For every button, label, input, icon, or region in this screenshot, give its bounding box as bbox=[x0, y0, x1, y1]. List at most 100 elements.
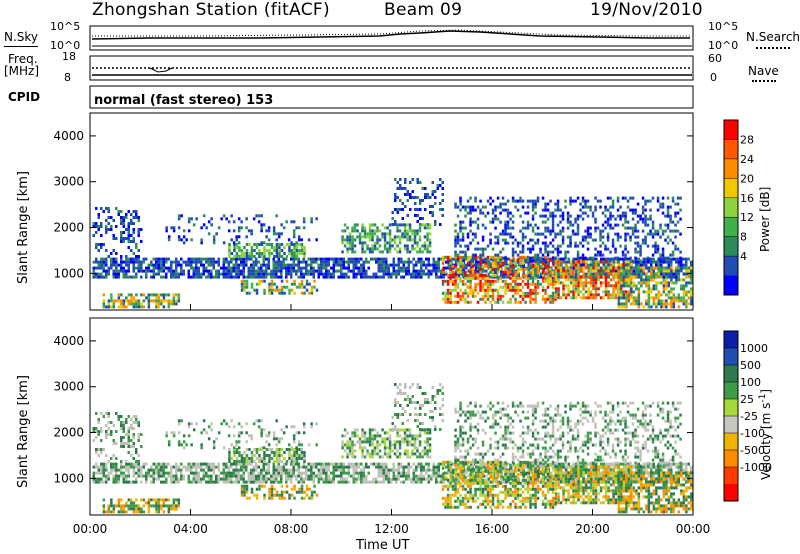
echo-cell bbox=[599, 205, 602, 209]
echo-cell bbox=[210, 217, 213, 221]
echo-cell bbox=[413, 238, 417, 242]
echo-cell bbox=[514, 276, 517, 280]
echo-cell bbox=[511, 285, 515, 289]
echo-cell bbox=[252, 275, 255, 279]
echo-cell bbox=[627, 462, 630, 466]
echo-cell bbox=[496, 253, 500, 257]
echo-cell bbox=[95, 207, 98, 210]
echo-cell bbox=[288, 288, 291, 292]
echo-cell bbox=[260, 214, 263, 218]
echo-cell bbox=[360, 275, 363, 279]
echo-cell bbox=[282, 263, 285, 267]
echo-cell bbox=[637, 290, 641, 294]
echo-cell bbox=[477, 465, 480, 469]
echo-cell bbox=[685, 257, 688, 261]
echo-cell bbox=[265, 272, 268, 276]
echo-cell bbox=[363, 235, 367, 239]
echo-cell bbox=[267, 238, 271, 242]
echo-cell bbox=[535, 272, 538, 276]
echo-cell bbox=[640, 302, 643, 306]
echo-cell bbox=[267, 465, 270, 469]
echo-cell bbox=[599, 244, 602, 248]
echo-cell bbox=[625, 284, 628, 288]
echo-cell bbox=[677, 278, 681, 282]
echo-cell bbox=[300, 471, 303, 475]
echo-cell bbox=[100, 263, 103, 267]
echo-cell bbox=[391, 244, 394, 248]
echo-cell bbox=[393, 241, 397, 245]
echo-cell bbox=[669, 220, 672, 224]
echo-cell bbox=[411, 238, 414, 242]
echo-cell bbox=[597, 287, 600, 291]
echo-cell bbox=[396, 208, 399, 211]
echo-cell bbox=[152, 299, 156, 303]
echo-cell bbox=[347, 465, 350, 469]
echo-cell bbox=[629, 278, 633, 282]
echo-cell bbox=[157, 305, 161, 309]
echo-cell bbox=[551, 300, 555, 304]
echo-cell bbox=[152, 477, 155, 481]
echo-cell bbox=[612, 287, 615, 291]
echo-cell bbox=[322, 468, 325, 472]
echo-cell bbox=[690, 278, 693, 282]
echo-cell bbox=[240, 226, 243, 230]
echo-cell bbox=[624, 290, 628, 294]
echo-cell bbox=[245, 217, 248, 221]
echo-cell bbox=[295, 257, 298, 261]
echo-cell bbox=[122, 216, 125, 219]
echo-cell bbox=[602, 296, 605, 300]
echo-cell bbox=[592, 275, 595, 279]
echo-cell bbox=[162, 299, 166, 303]
echo-cell bbox=[562, 284, 565, 288]
echo-cell bbox=[125, 275, 128, 279]
echo-cell bbox=[297, 226, 301, 230]
echo-cell bbox=[579, 266, 583, 270]
echo-cell bbox=[581, 205, 585, 209]
echo-cell bbox=[257, 260, 260, 264]
echo-cell bbox=[552, 477, 555, 481]
echo-cell bbox=[544, 264, 547, 268]
echo-cell bbox=[489, 238, 492, 242]
echo-cell bbox=[327, 269, 330, 273]
echo-cell bbox=[145, 266, 148, 270]
echo-cell bbox=[529, 288, 532, 292]
echo-cell bbox=[575, 272, 578, 276]
echo-cell bbox=[102, 462, 105, 466]
echo-cell bbox=[428, 232, 432, 236]
echo-cell bbox=[127, 266, 130, 270]
echo-cell bbox=[506, 223, 510, 227]
echo-cell bbox=[672, 257, 675, 261]
echo-cell bbox=[441, 297, 445, 301]
echo-cell bbox=[579, 290, 583, 294]
echo-cell bbox=[185, 465, 188, 469]
echo-cell bbox=[172, 275, 175, 279]
echo-cell bbox=[411, 178, 414, 181]
echo-cell bbox=[395, 275, 398, 279]
echo-cell bbox=[505, 275, 508, 279]
echo-cell bbox=[582, 269, 585, 273]
echo-cell bbox=[277, 232, 281, 236]
echo-cell bbox=[606, 223, 610, 227]
echo-cell bbox=[562, 293, 565, 297]
echo-cell bbox=[491, 270, 495, 274]
echo-cell bbox=[456, 282, 460, 286]
echo-cell bbox=[377, 480, 380, 484]
echo-cell bbox=[192, 465, 195, 469]
echo-cell bbox=[257, 266, 260, 270]
echo-cell bbox=[451, 270, 455, 274]
echo-cell bbox=[415, 465, 418, 469]
echo-cell bbox=[357, 269, 360, 273]
echo-cell bbox=[317, 471, 320, 475]
echo-cell bbox=[272, 471, 275, 475]
echo-cell bbox=[612, 278, 615, 282]
echo-cell bbox=[627, 281, 631, 285]
echo-cell bbox=[102, 474, 105, 478]
echo-cell bbox=[187, 275, 190, 279]
echo-cell bbox=[524, 294, 527, 298]
echo-cell bbox=[120, 222, 123, 225]
echo-cell bbox=[459, 255, 462, 259]
echo-cell bbox=[210, 269, 213, 273]
echo-cell bbox=[383, 244, 387, 248]
echo-cell bbox=[685, 293, 688, 297]
echo-cell bbox=[392, 266, 395, 270]
